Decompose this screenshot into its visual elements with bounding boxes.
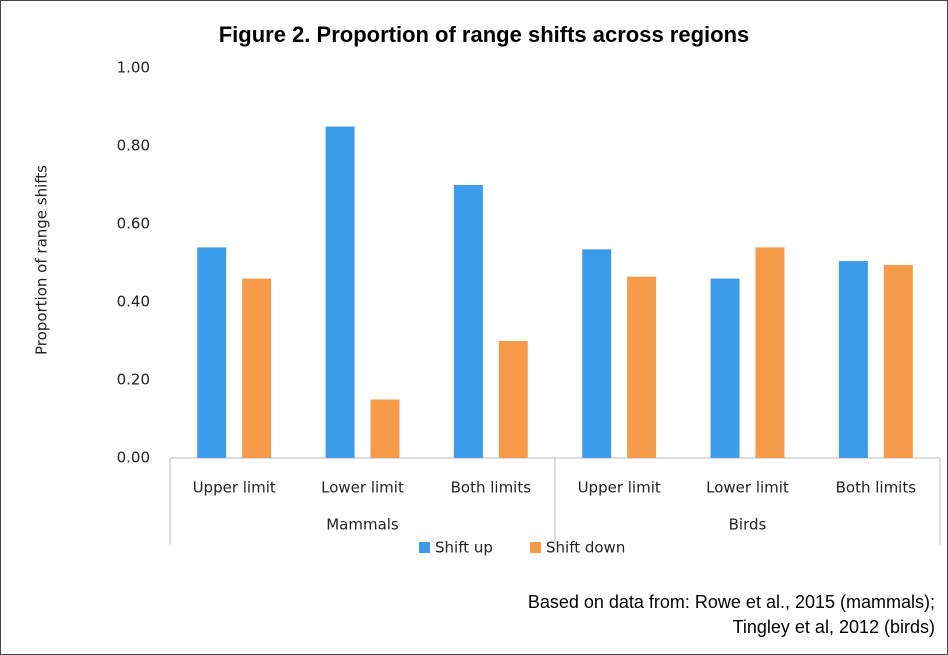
legend-swatch (530, 542, 541, 553)
group-label: Mammals (326, 516, 399, 534)
source-note: Based on data from: Rowe et al., 2015 (m… (528, 592, 935, 612)
y-tick-label: 0.60 (117, 215, 150, 233)
bar (838, 261, 868, 458)
bar (582, 249, 612, 458)
bar (627, 276, 657, 458)
bar (883, 264, 913, 458)
legend-swatch (419, 542, 430, 553)
y-tick-label: 0.80 (117, 137, 150, 155)
bar (755, 247, 785, 458)
bar (197, 247, 227, 458)
bar (453, 185, 483, 458)
x-tick-label: Upper limit (193, 479, 276, 497)
legend-label: Shift up (435, 539, 493, 557)
y-tick-label: 0.00 (117, 449, 150, 467)
group-label: Birds (729, 516, 767, 534)
bar (710, 278, 740, 458)
y-tick-label: 0.40 (117, 293, 150, 311)
legend-label: Shift down (546, 539, 625, 557)
bar (370, 399, 400, 458)
y-tick-label: 1.00 (117, 59, 150, 77)
x-tick-label: Both limits (451, 479, 532, 497)
y-tick-label: 0.20 (117, 371, 150, 389)
chart-title: Figure 2. Proportion of range shifts acr… (219, 22, 750, 47)
source-note: Tingley et al, 2012 (birds) (733, 617, 935, 637)
x-tick-label: Upper limit (578, 479, 661, 497)
bar (325, 126, 355, 458)
x-tick-label: Lower limit (706, 479, 789, 497)
x-tick-label: Both limits (836, 479, 917, 497)
bar (498, 341, 528, 458)
bar (242, 278, 272, 458)
x-tick-label: Lower limit (321, 479, 404, 497)
y-axis-label: Proportion of range shifts (33, 165, 51, 355)
